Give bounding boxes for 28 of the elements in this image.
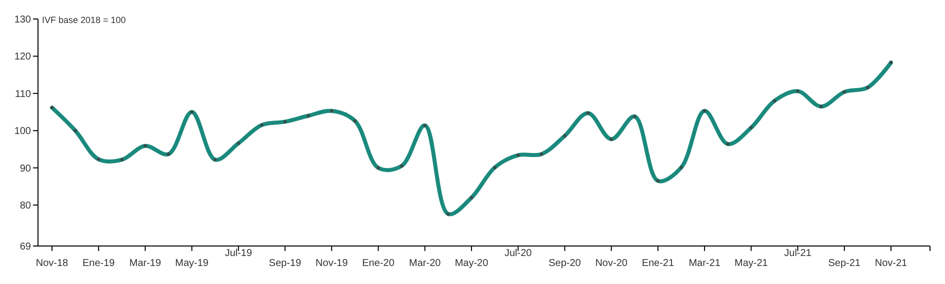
x-tick-label: Nov-21 <box>874 258 908 269</box>
y-axis-title: IVF base 2018 = 100 <box>42 15 126 25</box>
x-tick-label: Mar-19 <box>129 258 162 269</box>
x-tick-label: May-20 <box>454 258 489 269</box>
x-tick-label: Nov-18 <box>36 258 69 269</box>
x-tick-label: Ene-21 <box>642 258 675 269</box>
x-tick-label: Ene-20 <box>362 258 395 269</box>
y-tick-label: 90 <box>20 163 32 174</box>
x-tick-label: Sep-20 <box>548 258 582 269</box>
x-tick-label: Sep-19 <box>268 258 302 269</box>
x-tick-label: Sep-21 <box>828 258 861 269</box>
y-tick-label: 120 <box>14 52 32 63</box>
x-tick-label: Nov-20 <box>595 258 628 269</box>
y-tick-label: 80 <box>20 200 32 212</box>
line-series <box>50 60 893 216</box>
x-tick-label: Ene-19 <box>82 258 116 269</box>
x-tick-label: May-21 <box>734 258 768 269</box>
y-tick-label: 110 <box>15 88 32 100</box>
x-tick-label: Mar-20 <box>409 258 442 269</box>
x-tick-label: Jul-21 <box>784 248 812 259</box>
y-tick-label: 69 <box>20 242 32 252</box>
x-tick-label: Mar-21 <box>688 258 721 269</box>
x-tick-label: Jul-20 <box>504 248 532 259</box>
y-tick-label: 130 <box>14 14 32 26</box>
x-tick-label: May-19 <box>175 258 209 269</box>
x-tick-label: Jul-19 <box>224 248 252 259</box>
y-tick-label: 100 <box>14 126 32 138</box>
x-tick-label: Nov-19 <box>316 258 348 269</box>
